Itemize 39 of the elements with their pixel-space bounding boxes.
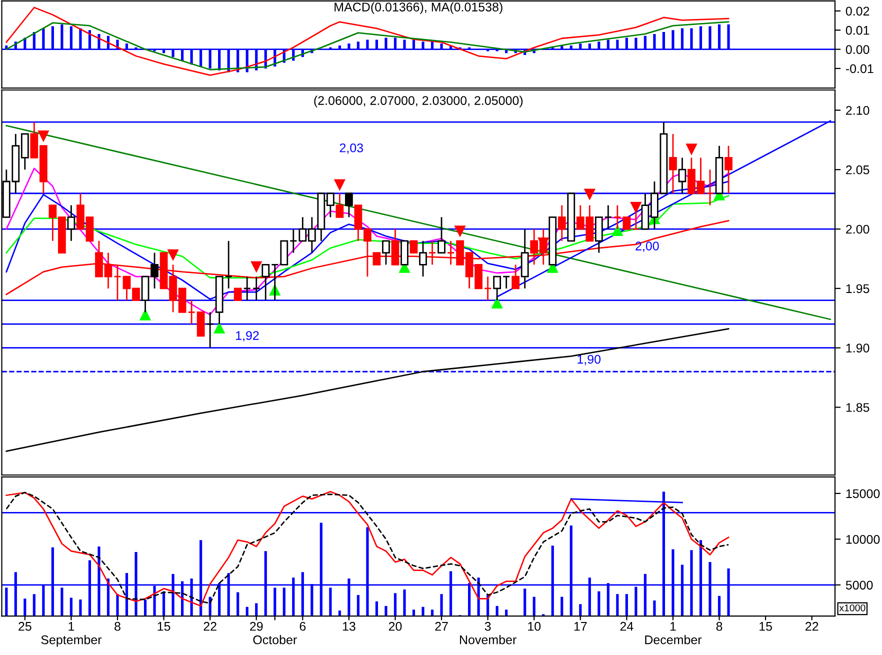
y-tick-label: 2.10 bbox=[846, 106, 870, 115]
y-tick-label: 2.05 bbox=[846, 165, 870, 174]
x-tick-label: 17 bbox=[574, 622, 587, 631]
chart-title: (2.06000, 2.07000, 2.03000, 2.05000) bbox=[314, 96, 523, 108]
x-tick-label: 22 bbox=[204, 622, 216, 631]
ref-line-label: 1,90 bbox=[578, 354, 601, 366]
y-tick-label: 2.00 bbox=[846, 224, 870, 234]
chart-title: MACD(0.01366), MA(0.01538) bbox=[334, 2, 502, 14]
x-tick-label: 27 bbox=[435, 622, 448, 631]
y-tick-label: 5000 bbox=[846, 580, 873, 590]
x-tick-label: 15 bbox=[760, 622, 772, 631]
x-tick-label: 10 bbox=[528, 622, 541, 631]
y-tick-label: 1.85 bbox=[846, 403, 870, 412]
x-tick-label: 6 bbox=[300, 622, 306, 631]
x-tick-label: 29 bbox=[250, 622, 263, 631]
x-tick-label: 3 November bbox=[460, 622, 516, 644]
x-tick-label: 13 bbox=[342, 622, 356, 631]
y-tick-label: 1.95 bbox=[846, 284, 870, 294]
ref-line-label: 2,03 bbox=[340, 143, 363, 154]
y-tick-label: 0.00 bbox=[846, 45, 870, 54]
text: x1000 bbox=[839, 604, 866, 612]
y-tick-label: 15000 bbox=[846, 489, 880, 498]
y-tick-label: 0.02 bbox=[846, 6, 870, 16]
x-tick-label: 1 September bbox=[41, 622, 102, 647]
ref-line-label: 2,00 bbox=[636, 242, 659, 252]
y-tick-label: 10000 bbox=[846, 534, 880, 544]
x-tick-label: 22 bbox=[806, 622, 818, 631]
x-tick-label: October bbox=[253, 635, 297, 644]
x-tick-label: 15 bbox=[158, 622, 170, 631]
x-tick-label: 8 bbox=[716, 622, 722, 631]
y-tick-label: -0.01 bbox=[846, 64, 874, 74]
x-tick-label: 24 bbox=[620, 622, 634, 631]
x-tick-label: 1 December bbox=[645, 622, 702, 644]
y-tick-label: 0.01 bbox=[846, 26, 870, 35]
x-tick-label: 8 bbox=[114, 622, 120, 631]
ref-line-label: 1,92 bbox=[236, 331, 259, 342]
x-tick-label: 25 bbox=[18, 622, 32, 631]
y-tick-label: 1.90 bbox=[846, 344, 870, 353]
x-tick-label: 20 bbox=[388, 622, 402, 631]
